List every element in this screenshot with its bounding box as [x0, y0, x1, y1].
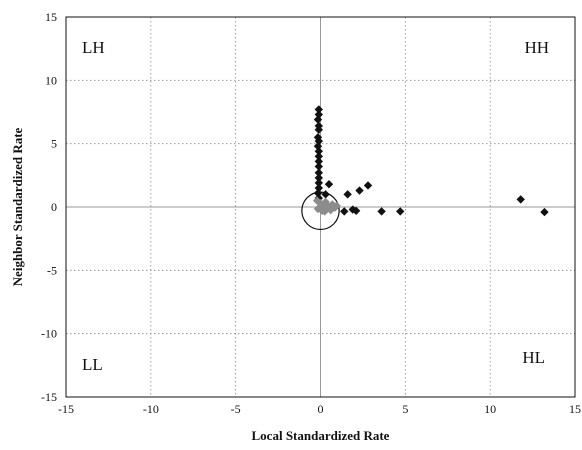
data-point [540, 207, 549, 217]
plot-frame [65, 16, 576, 398]
data-point [313, 142, 323, 151]
data-point [320, 207, 329, 216]
quadrant-label-hh: HH [524, 38, 549, 57]
y-tick-label: -10 [41, 327, 57, 341]
x-tick-label: -15 [58, 402, 74, 416]
data-point [323, 200, 332, 210]
data-point [340, 207, 349, 216]
data-point [324, 180, 334, 189]
x-tick-label: 0 [318, 402, 324, 416]
data-point [313, 115, 323, 124]
x-tick-label: -5 [231, 402, 241, 416]
data-point [314, 178, 324, 188]
data-point [314, 183, 324, 193]
data-point [314, 168, 324, 177]
data-point [351, 206, 361, 215]
data-point [343, 190, 352, 199]
data-point [314, 162, 324, 171]
data-point [316, 202, 325, 211]
tick-labels: -15 -10 -5 0 5 10 15 -15 -10 -5 0 5 10 15 [41, 10, 581, 416]
x-tick-label: -10 [143, 402, 159, 416]
data-points [301, 105, 549, 231]
data-point [321, 190, 330, 199]
data-point [355, 186, 364, 195]
data-point [396, 207, 405, 216]
y-tick-label: 10 [45, 73, 57, 87]
data-point [363, 181, 373, 190]
gridlines [66, 17, 575, 397]
y-tick-label: 0 [51, 200, 57, 214]
data-point [377, 207, 386, 216]
quadrant-label-hl: HL [522, 348, 545, 367]
y-tick-label: 5 [51, 137, 57, 151]
x-tick-label: 5 [402, 402, 408, 416]
data-point [332, 201, 341, 210]
quadrant-label-ll: LL [82, 355, 103, 374]
x-tick-label: 15 [569, 402, 581, 416]
data-point [314, 147, 324, 156]
data-point [314, 173, 324, 183]
data-point [314, 110, 324, 119]
quadrant-label-lh: LH [82, 38, 105, 57]
data-point [314, 105, 324, 114]
data-point [314, 152, 324, 161]
y-tick-label: -5 [47, 263, 57, 277]
x-tick-label: 10 [484, 402, 496, 416]
data-point [314, 125, 324, 134]
data-point [313, 188, 323, 198]
data-point [314, 136, 324, 146]
y-axis-title: Neighbor Standardized Rate [10, 127, 25, 286]
y-tick-label: 15 [45, 10, 57, 24]
x-axis-title: Local Standardized Rate [252, 428, 390, 443]
y-tick-label: -15 [41, 390, 57, 404]
data-point [314, 157, 324, 166]
data-point [516, 195, 525, 204]
